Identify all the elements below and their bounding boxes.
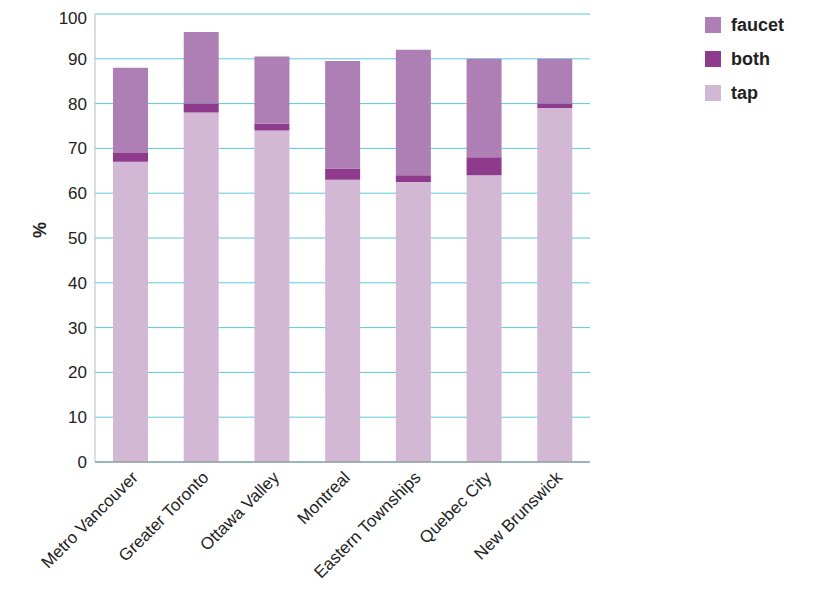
html-text:faucet: faucet [731, 14, 784, 35]
svg-text:Montreal: Montreal [294, 468, 354, 528]
svg-text:50: 50 [68, 229, 87, 248]
html-text:both: both [731, 48, 770, 69]
svg-text:0: 0 [78, 453, 87, 472]
svg-text:%: % [30, 222, 50, 238]
svg-text:New Brunswick: New Brunswick [470, 468, 566, 564]
svg-text:60: 60 [68, 184, 87, 203]
svg-text:100: 100 [59, 9, 87, 28]
svg-text:30: 30 [68, 319, 87, 338]
svg-text:Ottawa Valley: Ottawa Valley [196, 468, 283, 555]
svg-text:20: 20 [68, 363, 87, 382]
html-text:tap: tap [731, 82, 758, 103]
svg-text:Metro Vancouver: Metro Vancouver [37, 467, 142, 572]
svg-text:Quebec City: Quebec City [415, 467, 496, 548]
svg-text:90: 90 [68, 50, 87, 69]
svg-text:Greater Toronto: Greater Toronto [115, 468, 212, 565]
svg-text:80: 80 [68, 95, 87, 114]
svg-text:70: 70 [68, 139, 87, 158]
svg-text:40: 40 [68, 274, 87, 293]
svg-text:Eastern Townships: Eastern Townships [310, 468, 424, 582]
svg-text:10: 10 [68, 408, 87, 427]
